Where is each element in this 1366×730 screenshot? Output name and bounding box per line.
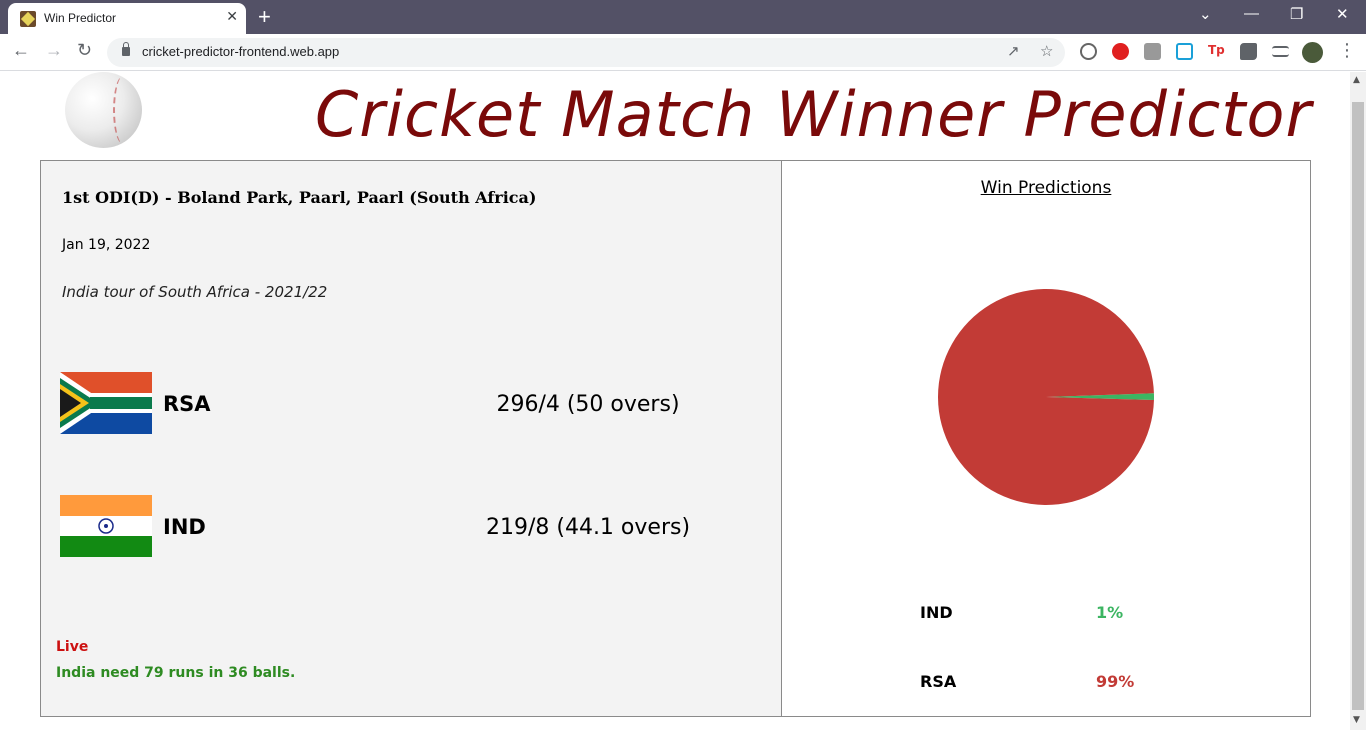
team-score-rsa: 296/4 (50 overs) bbox=[496, 392, 680, 417]
team-name-rsa: RSA bbox=[163, 392, 211, 416]
close-window-button[interactable]: ✕ bbox=[1336, 6, 1349, 23]
india-flag bbox=[60, 495, 152, 557]
prediction-team-ind: IND bbox=[920, 603, 953, 622]
prediction-value-ind: 1% bbox=[1096, 603, 1124, 622]
tab-search-icon[interactable]: ⌄ bbox=[1199, 6, 1212, 23]
profile-avatar[interactable] bbox=[1302, 42, 1323, 63]
browser-menu-icon[interactable]: ⋮ bbox=[1338, 40, 1356, 61]
page-viewport: Cricket Match Winner Predictor 1st ODI(D… bbox=[0, 72, 1350, 730]
forward-arrow-icon[interactable]: → bbox=[45, 40, 63, 60]
match-card: 1st ODI(D) - Boland Park, Paarl, Paarl (… bbox=[40, 160, 1311, 717]
tab-title: Win Predictor bbox=[44, 11, 117, 25]
prediction-team-rsa: RSA bbox=[920, 672, 957, 691]
bookmark-star-icon[interactable]: ☆ bbox=[1040, 42, 1054, 60]
minimize-button[interactable]: — bbox=[1244, 5, 1259, 22]
series-name: India tour of South Africa - 2021/22 bbox=[62, 283, 328, 301]
address-bar[interactable]: cricket-predictor-frontend.web.app ↗ ☆ bbox=[107, 38, 1065, 67]
scroll-down-arrow-icon[interactable]: ▼ bbox=[1353, 715, 1360, 725]
team-score-ind: 219/8 (44.1 overs) bbox=[485, 515, 691, 540]
page-scrollbar[interactable]: ▲ ▼ bbox=[1350, 72, 1366, 730]
predictions-panel: Win Predictions IND 1% RSA 99% bbox=[782, 161, 1310, 716]
win-prediction-pie-chart bbox=[938, 289, 1154, 506]
match-date: Jan 19, 2022 bbox=[62, 237, 151, 253]
live-badge: Live bbox=[56, 639, 89, 655]
tab-close-icon[interactable]: ✕ bbox=[226, 9, 238, 25]
browser-tab[interactable]: Win Predictor ✕ bbox=[8, 3, 246, 34]
match-title: 1st ODI(D) - Boland Park, Paarl, Paarl (… bbox=[62, 188, 537, 207]
cricket-ball-logo bbox=[65, 72, 142, 148]
url-text[interactable]: cricket-predictor-frontend.web.app bbox=[142, 44, 340, 59]
scroll-up-arrow-icon[interactable]: ▲ bbox=[1353, 75, 1360, 85]
new-tab-button[interactable]: + bbox=[258, 4, 271, 29]
extension-copy-icon[interactable] bbox=[1176, 43, 1193, 60]
reload-icon[interactable]: ↻ bbox=[77, 40, 93, 60]
browser-toolbar: ← → ↻ cricket-predictor-frontend.web.app… bbox=[0, 34, 1366, 71]
share-icon[interactable]: ↗ bbox=[1007, 42, 1020, 60]
pie-slice-ind bbox=[1046, 393, 1154, 401]
lock-icon bbox=[122, 42, 130, 56]
tab-favicon-icon bbox=[20, 11, 36, 27]
extensions-puzzle-icon[interactable] bbox=[1240, 43, 1257, 60]
scrollbar-thumb[interactable] bbox=[1352, 102, 1364, 710]
team-name-ind: IND bbox=[163, 515, 206, 539]
extension-tp-icon[interactable]: Tp bbox=[1208, 43, 1225, 60]
extension-opera-icon[interactable] bbox=[1112, 43, 1129, 60]
south-africa-flag bbox=[60, 372, 152, 434]
page-title: Cricket Match Winner Predictor bbox=[315, 78, 1312, 151]
prediction-value-rsa: 99% bbox=[1096, 672, 1135, 691]
browser-titlebar: Win Predictor ✕ + ⌄ — ❐ ✕ bbox=[0, 0, 1366, 34]
extension-cast-icon[interactable] bbox=[1144, 43, 1161, 60]
back-arrow-icon[interactable]: ← bbox=[12, 40, 30, 60]
match-status: India need 79 runs in 36 balls. bbox=[56, 665, 296, 681]
extension-cycle-icon[interactable] bbox=[1080, 43, 1097, 60]
pie-slice-rsa bbox=[938, 289, 1154, 506]
predictions-title: Win Predictions bbox=[980, 178, 1112, 198]
match-info-panel: 1st ODI(D) - Boland Park, Paarl, Paarl (… bbox=[41, 161, 782, 716]
reading-list-icon[interactable] bbox=[1272, 46, 1289, 57]
restore-button[interactable]: ❐ bbox=[1290, 6, 1304, 23]
